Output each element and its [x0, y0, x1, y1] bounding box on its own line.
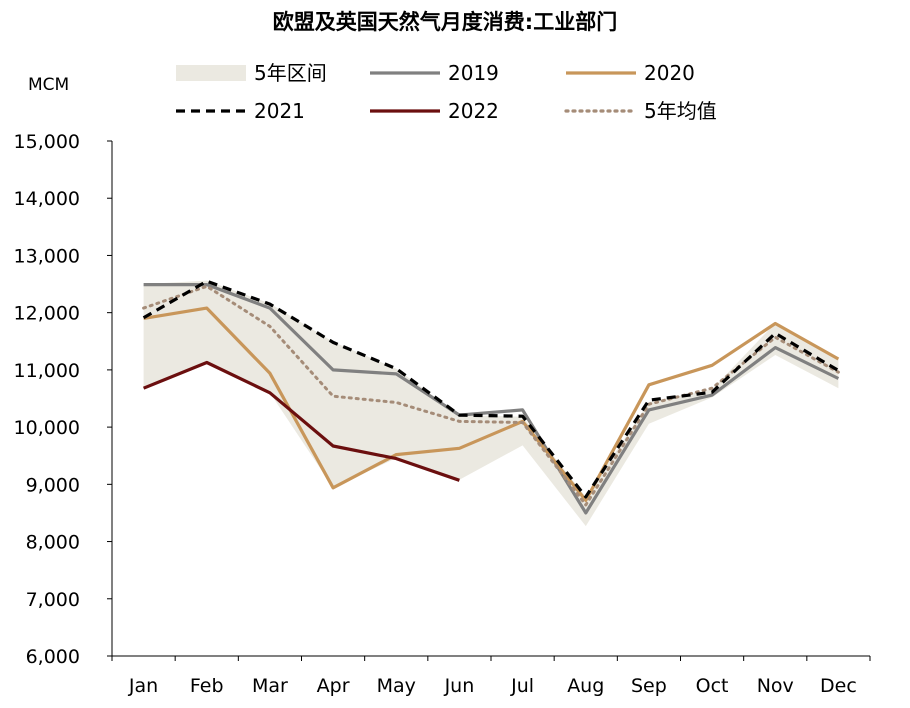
legend-item: 5年均值	[564, 99, 717, 123]
y-axis-ticks: 6,000 7,000 8,000 9,000 10,000 11,000 12,000 13…	[14, 131, 112, 668]
x-tick-label: May	[377, 675, 416, 697]
axes: 6,000 7,000 8,000 9,000 10,000 11,000 12,000 13…	[14, 131, 871, 697]
series-line-2019	[143, 283, 840, 515]
y-tick-label: 13,000	[14, 245, 80, 267]
series-line-5年均值	[142, 284, 840, 507]
x-tick-label: Apr	[317, 675, 350, 697]
x-tick-label: Jun	[444, 675, 475, 697]
y-tick-label: 8,000	[26, 532, 80, 554]
legend-item: 5年区间	[176, 61, 327, 85]
y-tick-label: 15,000	[14, 131, 80, 153]
y-tick-label: 6,000	[26, 646, 80, 668]
legend-item: 2020	[566, 61, 695, 85]
plot-area	[142, 279, 840, 527]
x-tick-label: Mar	[252, 675, 288, 697]
legend-label: 2021	[254, 99, 305, 123]
y-tick-label: 14,000	[14, 188, 80, 210]
legend-label: 5年区间	[254, 61, 327, 85]
y-axis-unit: MCM	[28, 75, 69, 95]
y-tick-label: 12,000	[14, 303, 80, 325]
x-tick-label: Dec	[820, 675, 857, 697]
legend-label: 2019	[448, 61, 499, 85]
legend-label: 5年均值	[644, 99, 717, 123]
legend-item: 2021	[176, 99, 305, 123]
legend-label: 2020	[644, 61, 695, 85]
five-year-range-band	[143, 280, 839, 527]
legend: 5年区间 2019 2020 2021 2022 5年均值	[176, 61, 717, 123]
legend-label: 2022	[448, 99, 499, 123]
legend-item: 2022	[370, 99, 499, 123]
series-line-2021	[142, 279, 840, 499]
x-tick-label: Sep	[631, 675, 667, 697]
legend-item: 2019	[370, 61, 499, 85]
series-line-2022	[142, 360, 460, 482]
x-tick-label: Oct	[696, 675, 729, 697]
x-tick-label: Jan	[128, 675, 158, 697]
y-tick-label: 9,000	[26, 474, 80, 496]
series-line-2020	[143, 306, 840, 502]
series-lines	[142, 279, 840, 515]
x-tick-label: Nov	[757, 675, 794, 697]
y-tick-label: 10,000	[14, 417, 80, 439]
legend-swatch	[176, 65, 246, 81]
x-tick-label: Feb	[190, 675, 224, 697]
y-tick-label: 11,000	[14, 360, 80, 382]
x-axis-ticks: Jan Feb Mar Apr May Jun Jul Aug Sep Oct Nov Dec	[111, 656, 871, 697]
x-tick-label: Jul	[510, 675, 534, 697]
chart-title: 欧盟及英国天然气月度消费:工业部门	[273, 10, 617, 34]
y-tick-label: 7,000	[26, 589, 80, 611]
x-tick-label: Aug	[567, 675, 604, 697]
